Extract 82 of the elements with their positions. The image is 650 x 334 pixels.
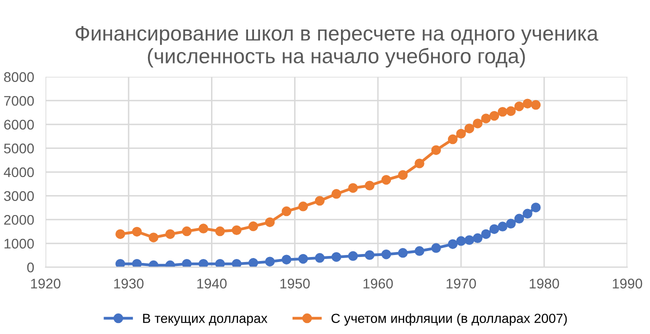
point xyxy=(314,253,325,263)
point xyxy=(282,206,292,216)
point xyxy=(298,202,308,212)
y-tick-label: 8000 xyxy=(4,72,34,82)
point xyxy=(215,259,225,268)
point xyxy=(165,229,176,239)
y-tick-label: 3000 xyxy=(4,191,34,201)
point xyxy=(456,236,466,246)
point xyxy=(182,226,192,236)
point xyxy=(414,246,424,256)
point xyxy=(198,259,208,268)
point xyxy=(431,243,441,253)
point xyxy=(381,249,392,260)
point xyxy=(248,258,258,268)
legend-label: В текущих долларах xyxy=(143,314,268,326)
y-tick-label: 1000 xyxy=(4,238,34,249)
point xyxy=(506,106,516,116)
x-tick-label: 1930 xyxy=(114,278,144,289)
y-tick-label: 0 xyxy=(27,262,34,272)
point xyxy=(464,124,474,134)
point xyxy=(348,251,358,261)
point xyxy=(332,189,342,199)
point xyxy=(198,224,208,234)
point xyxy=(489,224,500,234)
point xyxy=(456,128,466,139)
point xyxy=(265,217,275,228)
point xyxy=(522,208,532,219)
point xyxy=(148,260,158,268)
point xyxy=(448,239,458,249)
point xyxy=(148,232,158,242)
point xyxy=(530,100,541,110)
point xyxy=(232,225,242,236)
y-tick-label: 2000 xyxy=(4,214,34,225)
point xyxy=(431,145,441,155)
point xyxy=(115,229,126,239)
point xyxy=(165,260,176,268)
point xyxy=(182,259,192,268)
chart-title: Финансирование школ в пересчете на одного ученика (численность на начало учебного года) xyxy=(76,26,598,68)
point xyxy=(248,221,258,232)
point xyxy=(232,259,242,268)
x-tick-label: 1950 xyxy=(280,278,310,289)
point xyxy=(348,183,358,193)
point xyxy=(381,175,392,185)
x-tick-label: 1970 xyxy=(446,278,476,289)
point xyxy=(132,259,142,268)
point xyxy=(530,202,541,212)
x-tick-label: 1940 xyxy=(197,278,227,289)
point xyxy=(489,110,500,121)
point xyxy=(481,229,491,239)
x-tick-label: 1920 xyxy=(31,278,60,289)
point xyxy=(364,250,374,260)
x-tick-label: 1990 xyxy=(612,278,642,289)
point xyxy=(498,106,508,117)
y-tick-label: 7000 xyxy=(4,96,34,106)
y-tick-label: 6000 xyxy=(4,120,34,130)
point xyxy=(132,226,142,237)
point xyxy=(314,196,325,206)
point xyxy=(472,233,483,244)
point xyxy=(472,118,483,128)
point xyxy=(364,180,374,190)
point xyxy=(522,98,532,108)
point xyxy=(115,259,126,268)
y-tick-label: 4000 xyxy=(4,167,34,178)
point xyxy=(514,101,524,112)
point xyxy=(298,254,308,264)
point xyxy=(332,252,342,262)
x-tick-label: 1960 xyxy=(364,278,393,289)
point xyxy=(414,158,424,168)
point xyxy=(464,235,474,245)
point xyxy=(265,256,275,266)
point xyxy=(282,254,292,264)
y-tick-label: 5000 xyxy=(4,144,34,154)
point xyxy=(398,248,408,258)
x-tick-label: 1980 xyxy=(530,278,560,289)
point xyxy=(506,218,516,229)
legend-label: С учетом инфляции (в долларах 2007) xyxy=(332,313,567,326)
point xyxy=(514,214,524,224)
point xyxy=(215,226,225,236)
point xyxy=(498,222,508,232)
point xyxy=(481,114,491,124)
point xyxy=(398,170,408,180)
point xyxy=(448,134,458,144)
